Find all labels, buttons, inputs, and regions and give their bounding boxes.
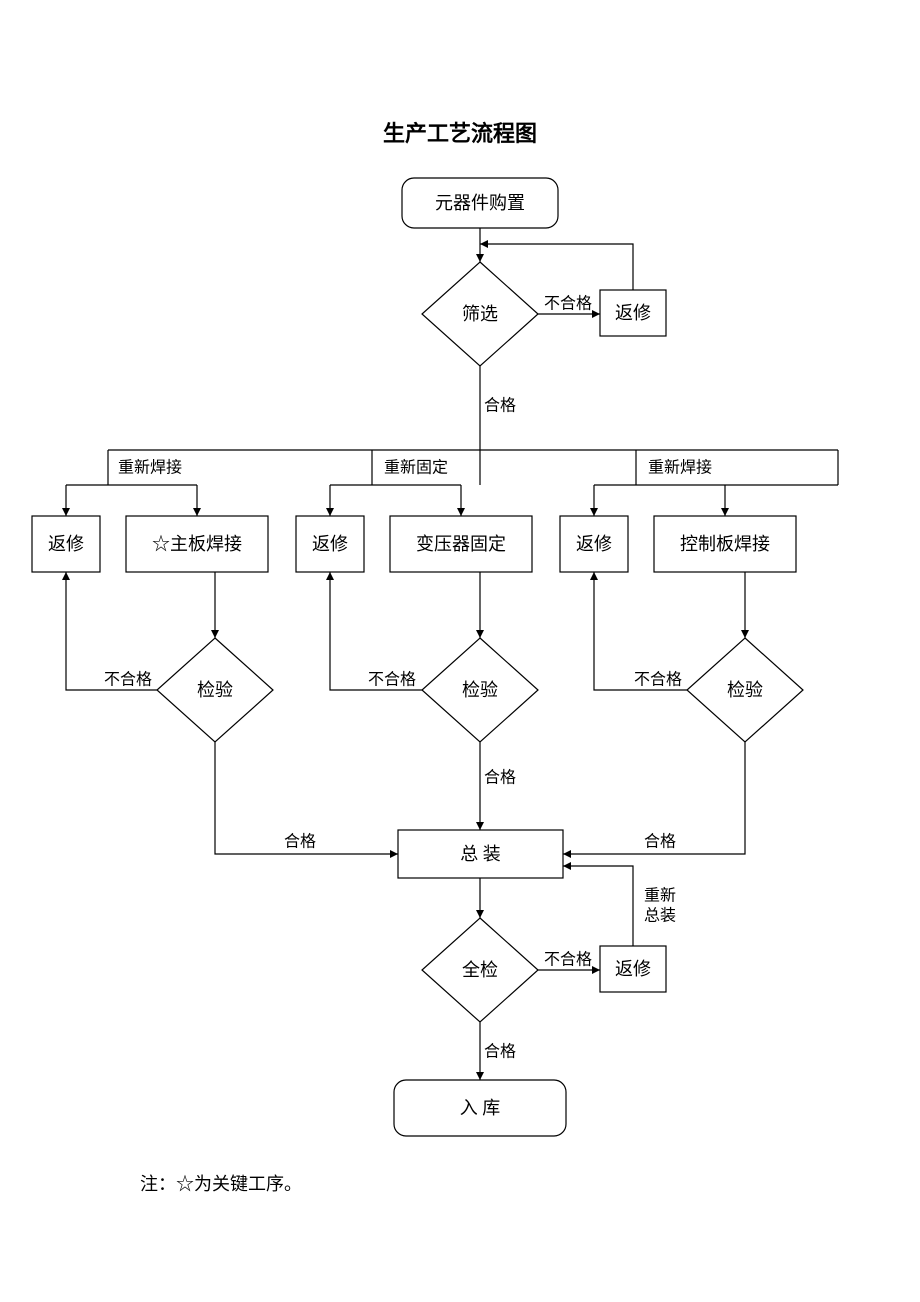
edge-label: 合格 (484, 397, 516, 415)
node-label-p2: ☆主板焊接 (152, 534, 242, 554)
edge-label: 不合格 (368, 671, 416, 689)
node-label-n1: 元器件购置 (435, 193, 525, 213)
edge (563, 866, 633, 946)
edge-label: 不合格 (544, 951, 592, 969)
edge-label: 不合格 (634, 671, 682, 689)
node-label-r5: 返修 (615, 959, 651, 979)
page-title: 生产工艺流程图 (360, 116, 560, 148)
edge-label: 重新焊接 (118, 459, 182, 477)
node-label-p1: 返修 (48, 534, 84, 554)
node-label-p3: 返修 (312, 534, 348, 554)
edge-label: 合格 (284, 833, 316, 851)
edge-label: 不合格 (104, 671, 152, 689)
node-label-d1: 筛选 (462, 304, 498, 324)
edge-label: 不合格 (544, 295, 592, 313)
node-label-d5: 全检 (462, 960, 498, 980)
node-label-r1: 返修 (615, 303, 651, 323)
edge-label: 重新固定 (384, 459, 448, 477)
edge-label: 重新 (644, 887, 676, 905)
node-label-d2: 检验 (197, 680, 233, 700)
node-label-p4: 变压器固定 (416, 534, 506, 554)
node-label-asm: 总 装 (460, 844, 501, 864)
flowchart-canvas: 元器件购置筛选返修返修☆主板焊接返修变压器固定返修控制板焊接检验检验检验总 装全… (0, 0, 920, 1302)
edge-label: 合格 (484, 769, 516, 787)
footnote: 注：☆为关键工序。 (140, 1170, 302, 1196)
edge-label: 合格 (644, 833, 676, 851)
node-label-p5: 返修 (576, 534, 612, 554)
node-label-p6: 控制板焊接 (680, 534, 770, 554)
edge-label: 重新焊接 (648, 459, 712, 477)
edge-label: 总装 (644, 907, 676, 925)
node-label-d3: 检验 (462, 680, 498, 700)
node-label-store: 入 库 (460, 1098, 501, 1118)
edge-label: 合格 (484, 1043, 516, 1061)
node-label-d4: 检验 (727, 680, 763, 700)
